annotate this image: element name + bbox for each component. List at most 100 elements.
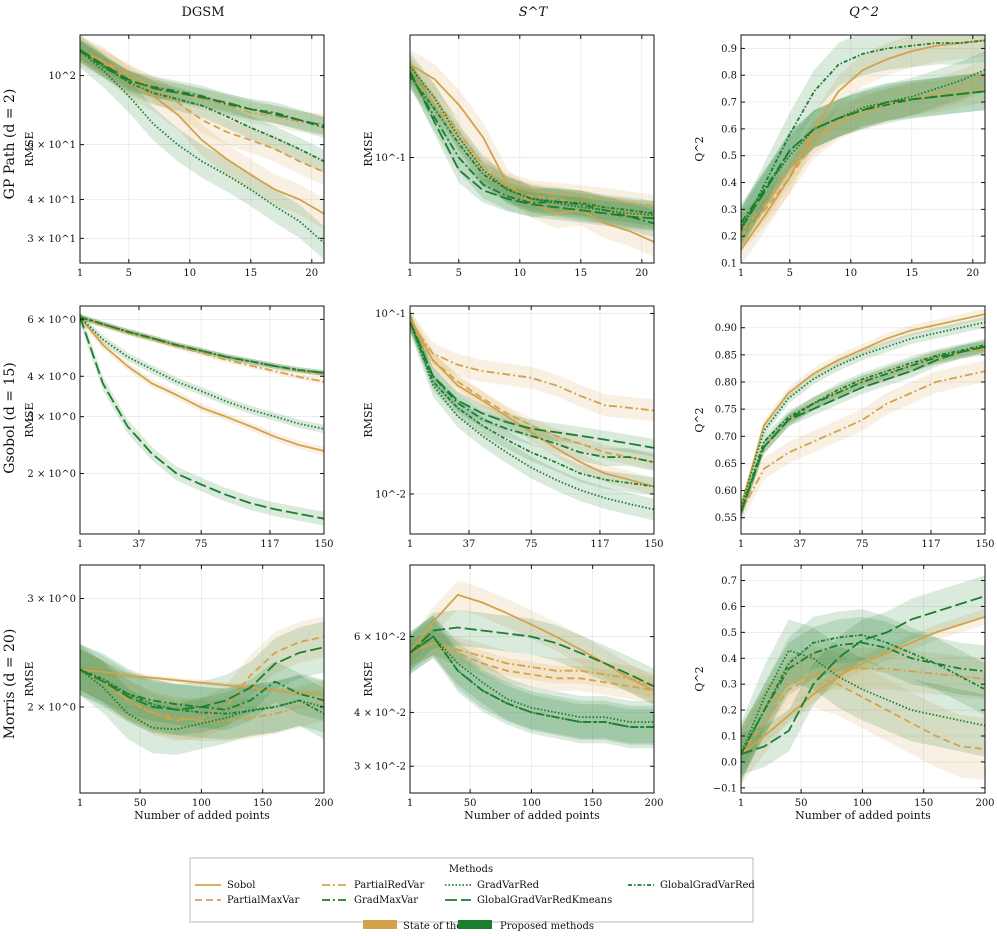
band-gradvarred — [410, 615, 654, 744]
axes-frame — [740, 34, 986, 264]
series-globalgradvarredkmeans — [410, 626, 654, 688]
x-tick-label: 75 — [525, 539, 538, 550]
x-tick-label: 1 — [738, 539, 744, 550]
y-axis-label: RMSE — [23, 131, 36, 166]
y-tick-label: 10^2 — [49, 71, 76, 82]
band-partialredvar — [410, 310, 654, 422]
legend: Methods Sobol PartialMaxVar PartialRedVar G… — [189, 857, 755, 923]
band-partialmaxvar — [80, 36, 324, 185]
band-gradmaxvar — [410, 312, 654, 472]
y-tick-label: 0.85 — [715, 350, 737, 361]
bands — [410, 580, 654, 749]
y-tick-label: 4 × 10^1 — [27, 195, 76, 206]
subplot-gs_q2: 1 37 75 117 150 0.55 0.60 0.65 0.70 0.75 0.80 0.85 0… — [693, 305, 995, 550]
x-tick-label: 117 — [590, 539, 609, 550]
series-gradvarred — [410, 635, 654, 723]
axes-frame — [79, 564, 325, 794]
y-tick-label: 0.3 — [721, 205, 737, 216]
band-partialmaxvar — [80, 616, 324, 742]
column-title-q2: Q^2 — [849, 5, 879, 20]
series-lines — [410, 63, 654, 243]
x-tick-label: 50 — [134, 798, 147, 809]
series-gradvarred — [80, 50, 324, 244]
band-partialmaxvar — [410, 630, 654, 704]
series-globalgradvarredkmeans — [80, 316, 324, 520]
series-gradvarred — [410, 321, 654, 511]
x-tick-label: 100 — [522, 798, 541, 809]
series-globalgradvarred — [741, 39, 985, 232]
x-tick-label: 15 — [905, 268, 918, 279]
y-tick-label: 0.90 — [715, 323, 737, 334]
row-title-morris: Morris (d = 20) — [2, 629, 18, 740]
x-tick-label: 75 — [856, 539, 869, 550]
series-sobol — [741, 39, 985, 251]
series-globalgradvarredkmeans — [741, 345, 985, 513]
series-partialmaxvar — [80, 49, 324, 173]
band-partialredvar — [80, 649, 324, 742]
x-tick-label: 1 — [77, 268, 83, 279]
series-lines — [741, 313, 985, 513]
series-sobol — [410, 594, 654, 692]
band-globalgradvarred — [741, 35, 985, 253]
x-tick-label: 117 — [260, 539, 279, 550]
group-legend: State of the art Proposed methods — [363, 920, 594, 932]
series-globalgradvarredkmeans — [80, 49, 324, 127]
series-globalgradvarred — [80, 50, 324, 163]
y-tick-label: 0.75 — [715, 405, 737, 416]
x-tick-label: 5 — [456, 268, 462, 279]
x-tick-label: 1 — [407, 268, 413, 279]
y-tick-label: 4 × 10^0 — [27, 372, 76, 383]
series-partialmaxvar — [741, 74, 985, 237]
band-gradvarred — [741, 316, 985, 513]
axes-frame — [79, 34, 325, 264]
x-tick-label: 20 — [635, 268, 648, 279]
x-tick-label: 75 — [195, 539, 208, 550]
subplot-gs_st: 1 37 75 117 150 10^-1 10^-2 RMSE — [362, 305, 664, 550]
band-gradmaxvar — [741, 72, 985, 242]
y-tick-label: 0.5 — [721, 628, 737, 639]
y-tick-label: 0.7 — [721, 576, 737, 587]
band-gradmaxvar — [741, 340, 985, 519]
band-sobol — [80, 312, 324, 456]
band-globalgradvarredkmeans — [410, 312, 654, 457]
series-gradmaxvar — [410, 73, 654, 225]
x-tick-label: 10 — [183, 268, 196, 279]
series-globalgradvarred — [741, 634, 985, 755]
y-tick-label: 3 × 10^1 — [27, 234, 76, 245]
y-tick-label: 3 × 10^0 — [27, 594, 76, 605]
bands — [741, 308, 985, 524]
x-tick-label: 5 — [787, 268, 793, 279]
legend-label-partialmaxvar: PartialMaxVar — [227, 895, 300, 906]
y-axis-label: Q^2 — [693, 407, 706, 432]
x-tick-label: 150 — [644, 539, 663, 550]
y-tick-label: 6 × 10^-2 — [354, 632, 406, 643]
series-sobol — [410, 63, 654, 243]
y-tick-label: 2 × 10^0 — [27, 469, 76, 480]
y-tick-label: 0.2 — [721, 706, 737, 717]
grid — [740, 35, 985, 264]
legend-item-gradvarred: GradVarRed — [445, 880, 540, 891]
legend-item-globalgradvarredkmeans: GlobalGradVarRedKmeans — [445, 895, 612, 906]
series-gradmaxvar — [410, 321, 654, 464]
series-lines — [80, 316, 324, 520]
band-globalgradvarredkmeans — [741, 340, 985, 519]
y-tick-label: 0.65 — [715, 459, 737, 470]
band-gradvarred — [410, 52, 654, 229]
legend-label-gradmaxvar: GradMaxVar — [354, 895, 418, 906]
band-partialredvar — [410, 62, 654, 218]
y-tick-label: −0.1 — [713, 783, 737, 794]
legend-item-globalgradvarred: GlobalGradVarRed — [628, 880, 755, 891]
y-tick-label: 6 × 10^1 — [27, 140, 76, 151]
series-globalgradvarred — [741, 344, 985, 513]
x-tick-label: 1 — [407, 539, 413, 550]
series-sobol — [741, 615, 985, 755]
x-tick-label: 200 — [975, 798, 994, 809]
x-tick-label: 100 — [192, 798, 211, 809]
series-lines — [410, 317, 654, 511]
band-partialredvar — [741, 647, 985, 775]
proposed-label: Proposed methods — [500, 921, 594, 932]
